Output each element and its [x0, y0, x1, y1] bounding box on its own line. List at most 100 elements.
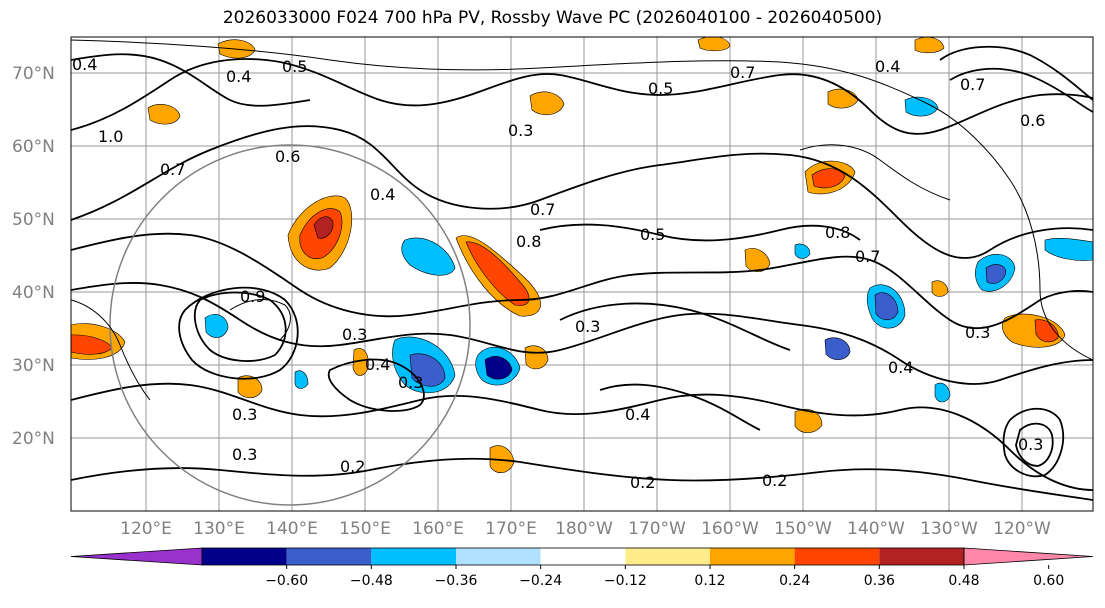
positive-anomaly-d — [697, 37, 731, 52]
lon-label: 150°E — [339, 519, 391, 539]
positive-anomaly-nwpac-core — [465, 241, 530, 306]
lon-label: 120°E — [120, 519, 172, 539]
lon-label: 130°E — [193, 519, 245, 539]
negative-anomaly-q — [794, 243, 811, 259]
lat-label-30n: 30°N — [12, 356, 55, 376]
lat-label-50n: 50°N — [12, 210, 55, 230]
positive-anomaly-e — [744, 248, 771, 273]
map-border — [70, 36, 1094, 512]
colorbar-arrow-right — [963, 547, 1094, 566]
contour-label: 0.8 — [825, 223, 850, 242]
lon-label: 170°W — [628, 519, 686, 539]
negative-anomaly-o — [1044, 238, 1093, 261]
colorbar-segment — [625, 548, 710, 565]
contour-label: 0.4 — [625, 405, 650, 424]
lon-label: 140°E — [266, 519, 318, 539]
contour-label: 0.4 — [72, 55, 97, 74]
longitude-labels: 120°E 130°E 140°E 150°E 160°E 170°E 180°… — [120, 519, 1051, 539]
positive-anomaly-a — [147, 104, 181, 125]
lon-label: 150°W — [774, 519, 832, 539]
colorbar-tick-label: −0.48 — [350, 573, 393, 589]
lat-label-60n: 60°N — [12, 137, 55, 157]
colorbar-arrow-left — [70, 547, 203, 566]
contour-label: 0.7 — [730, 63, 755, 82]
map-title: 2026033000 F024 700 hPa PV, Rossby Wave … — [222, 8, 883, 28]
negative-anomaly-s — [294, 370, 309, 389]
negative-anomaly-dateline-core — [484, 356, 513, 380]
contour-label: 0.3 — [965, 323, 990, 342]
colorbar-tick-label: −0.12 — [604, 573, 647, 589]
colorbar-tick-label: 0.48 — [948, 573, 979, 589]
colorbar-segment — [879, 548, 964, 565]
contour-label: 0.6 — [1020, 111, 1045, 130]
contour-label: 0.7 — [855, 247, 880, 266]
pv-contours — [71, 45, 1093, 501]
positive-anomaly-alaska-core — [811, 168, 846, 189]
colorbar-tick-label: −0.60 — [265, 573, 308, 589]
contour-label: 0.4 — [365, 355, 390, 374]
negative-anomaly-coast-core — [985, 264, 1007, 284]
lon-label: 130°W — [920, 519, 978, 539]
contour-label: 1.0 — [98, 127, 123, 146]
negative-anomaly-korea — [204, 314, 229, 338]
lon-label: 170°E — [485, 519, 537, 539]
positive-anomaly-l — [931, 280, 949, 297]
contour-label: 0.5 — [282, 57, 307, 76]
contour-label: 0.3 — [1018, 435, 1043, 454]
colorbar-tick-label: 0.12 — [694, 573, 725, 589]
contour-label: 0.2 — [630, 473, 655, 492]
colorbar-outline — [201, 547, 965, 566]
latitude-labels: 70°N 60°N 50°N 40°N 30°N 20°N — [12, 64, 55, 449]
colorbar: −0.60 −0.48 −0.36 −0.24 −0.12 0.12 0.24 0.36 0.4… — [70, 547, 1094, 589]
negative-anomaly-p — [824, 337, 851, 361]
contour-label: 0.7 — [960, 75, 985, 94]
lon-label: 120°W — [993, 519, 1051, 539]
positive-anomaly-japan-peak — [313, 216, 334, 239]
contour-label: 0.3 — [508, 121, 533, 140]
colorbar-segment — [540, 548, 626, 565]
contour-label: 0.3 — [232, 405, 257, 424]
colorbar-tick-label: 0.24 — [779, 573, 810, 589]
colorbar-segment — [794, 548, 880, 565]
contour-label: 0.4 — [888, 358, 913, 377]
lon-label: 140°W — [847, 519, 905, 539]
negative-anomaly-west — [401, 237, 456, 276]
contour-label: 0.9 — [240, 287, 265, 306]
positive-anomaly-i — [237, 375, 263, 399]
contour-label: 0.5 — [648, 79, 673, 98]
lat-label-40n: 40°N — [12, 283, 55, 303]
region-circle — [109, 144, 471, 506]
colorbar-segment — [286, 548, 372, 565]
contour-label: 0.3 — [232, 445, 257, 464]
contour-label: 0.6 — [275, 147, 300, 166]
contour-label: 0.2 — [762, 471, 787, 490]
colorbar-segment — [456, 548, 541, 565]
positive-anomaly-h — [794, 408, 823, 433]
lon-label: 160°E — [412, 519, 464, 539]
contour-labels: 0.4 0.5 0.6 0.7 0.8 0.3 0.2 0.5 0.4 0.2 … — [72, 55, 1045, 492]
negative-anomaly-n — [904, 96, 939, 117]
lat-label-20n: 20°N — [12, 429, 55, 449]
contour-label: 0.3 — [342, 325, 367, 344]
colorbar-tick-label: −0.36 — [435, 573, 478, 589]
colorbar-segment — [202, 548, 287, 565]
contour-label: 0.7 — [160, 160, 185, 179]
contour-label: 0.3 — [398, 373, 423, 392]
coastlines — [71, 39, 1093, 401]
pc-anomaly-shading — [71, 37, 1093, 473]
negative-anomaly-east-pac-core — [874, 292, 899, 321]
colorbar-segment — [710, 548, 795, 565]
contour-label: 0.4 — [226, 67, 251, 86]
contour-label: 0.4 — [875, 57, 900, 76]
contour-label: 0.3 — [575, 317, 600, 336]
colorbar-tick-label: 0.36 — [864, 573, 895, 589]
contour-label: 0.2 — [340, 457, 365, 476]
colorbar-segment — [371, 548, 456, 565]
negative-anomaly-center-core — [409, 353, 446, 387]
contour-label: 0.7 — [530, 200, 555, 219]
negative-anomaly-r — [934, 382, 951, 403]
lon-label: 160°W — [701, 519, 759, 539]
positive-anomaly-f — [524, 345, 549, 370]
positive-anomaly-socal-core — [1034, 319, 1059, 343]
